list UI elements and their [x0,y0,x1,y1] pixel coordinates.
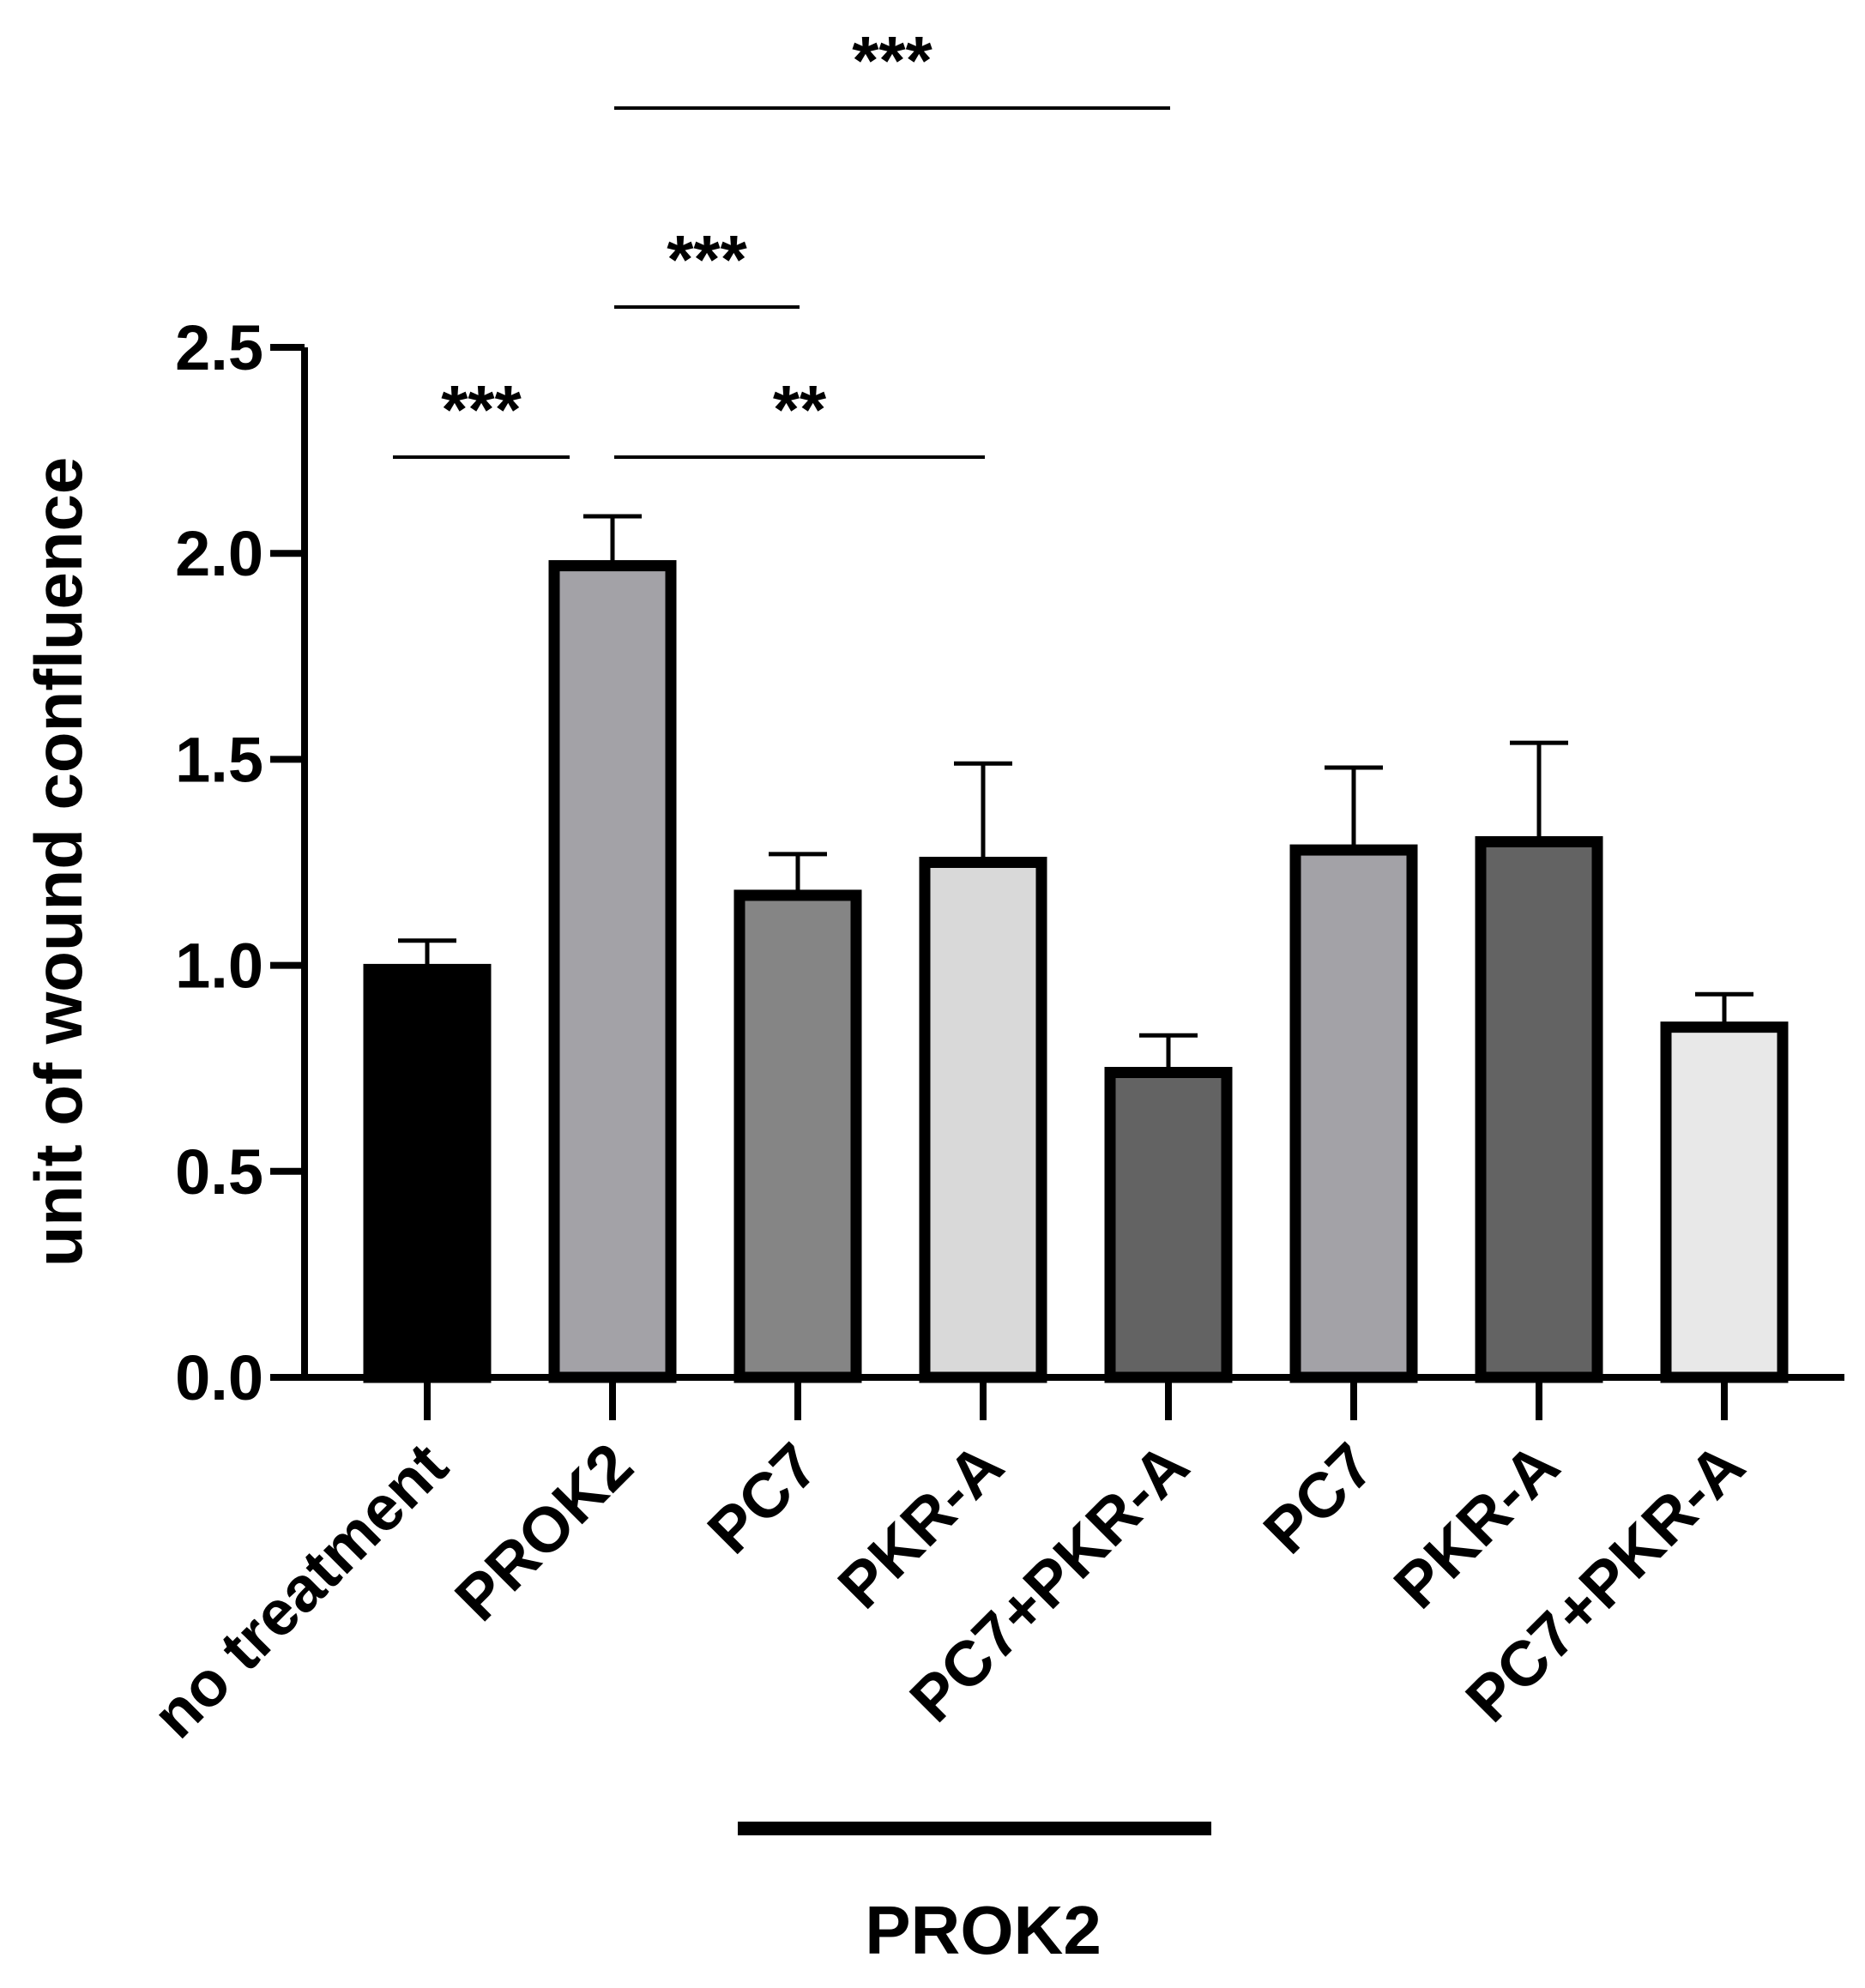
bar [1289,844,1418,1383]
x-category-label: PROK2 [441,1430,646,1635]
bar [1104,1067,1233,1383]
bar [363,963,492,1383]
y-tick-label: 2.5 [175,312,263,383]
bar [548,560,677,1383]
significance-label: *** [441,371,522,448]
bar [1660,1021,1789,1383]
y-tick-label: 0.0 [175,1342,263,1413]
significance-label: *** [852,22,932,99]
bar [1475,835,1603,1383]
x-category-label: PC7 [1250,1430,1387,1567]
bar [733,889,862,1383]
significance-label: ** [773,371,827,448]
group-label: PROK2 [865,1892,1101,1968]
significance-label: *** [667,221,747,298]
y-tick-label: 0.5 [175,1136,263,1208]
bar [919,857,1047,1383]
y-tick-label: 2.0 [175,518,263,589]
x-category-label: no treatment [139,1430,462,1752]
y-tick-label: 1.0 [175,931,263,1002]
y-tick-label: 1.5 [175,724,263,795]
y-axis-label: unit of wound confluence [21,457,96,1268]
x-category-label: PC7 [694,1430,831,1567]
